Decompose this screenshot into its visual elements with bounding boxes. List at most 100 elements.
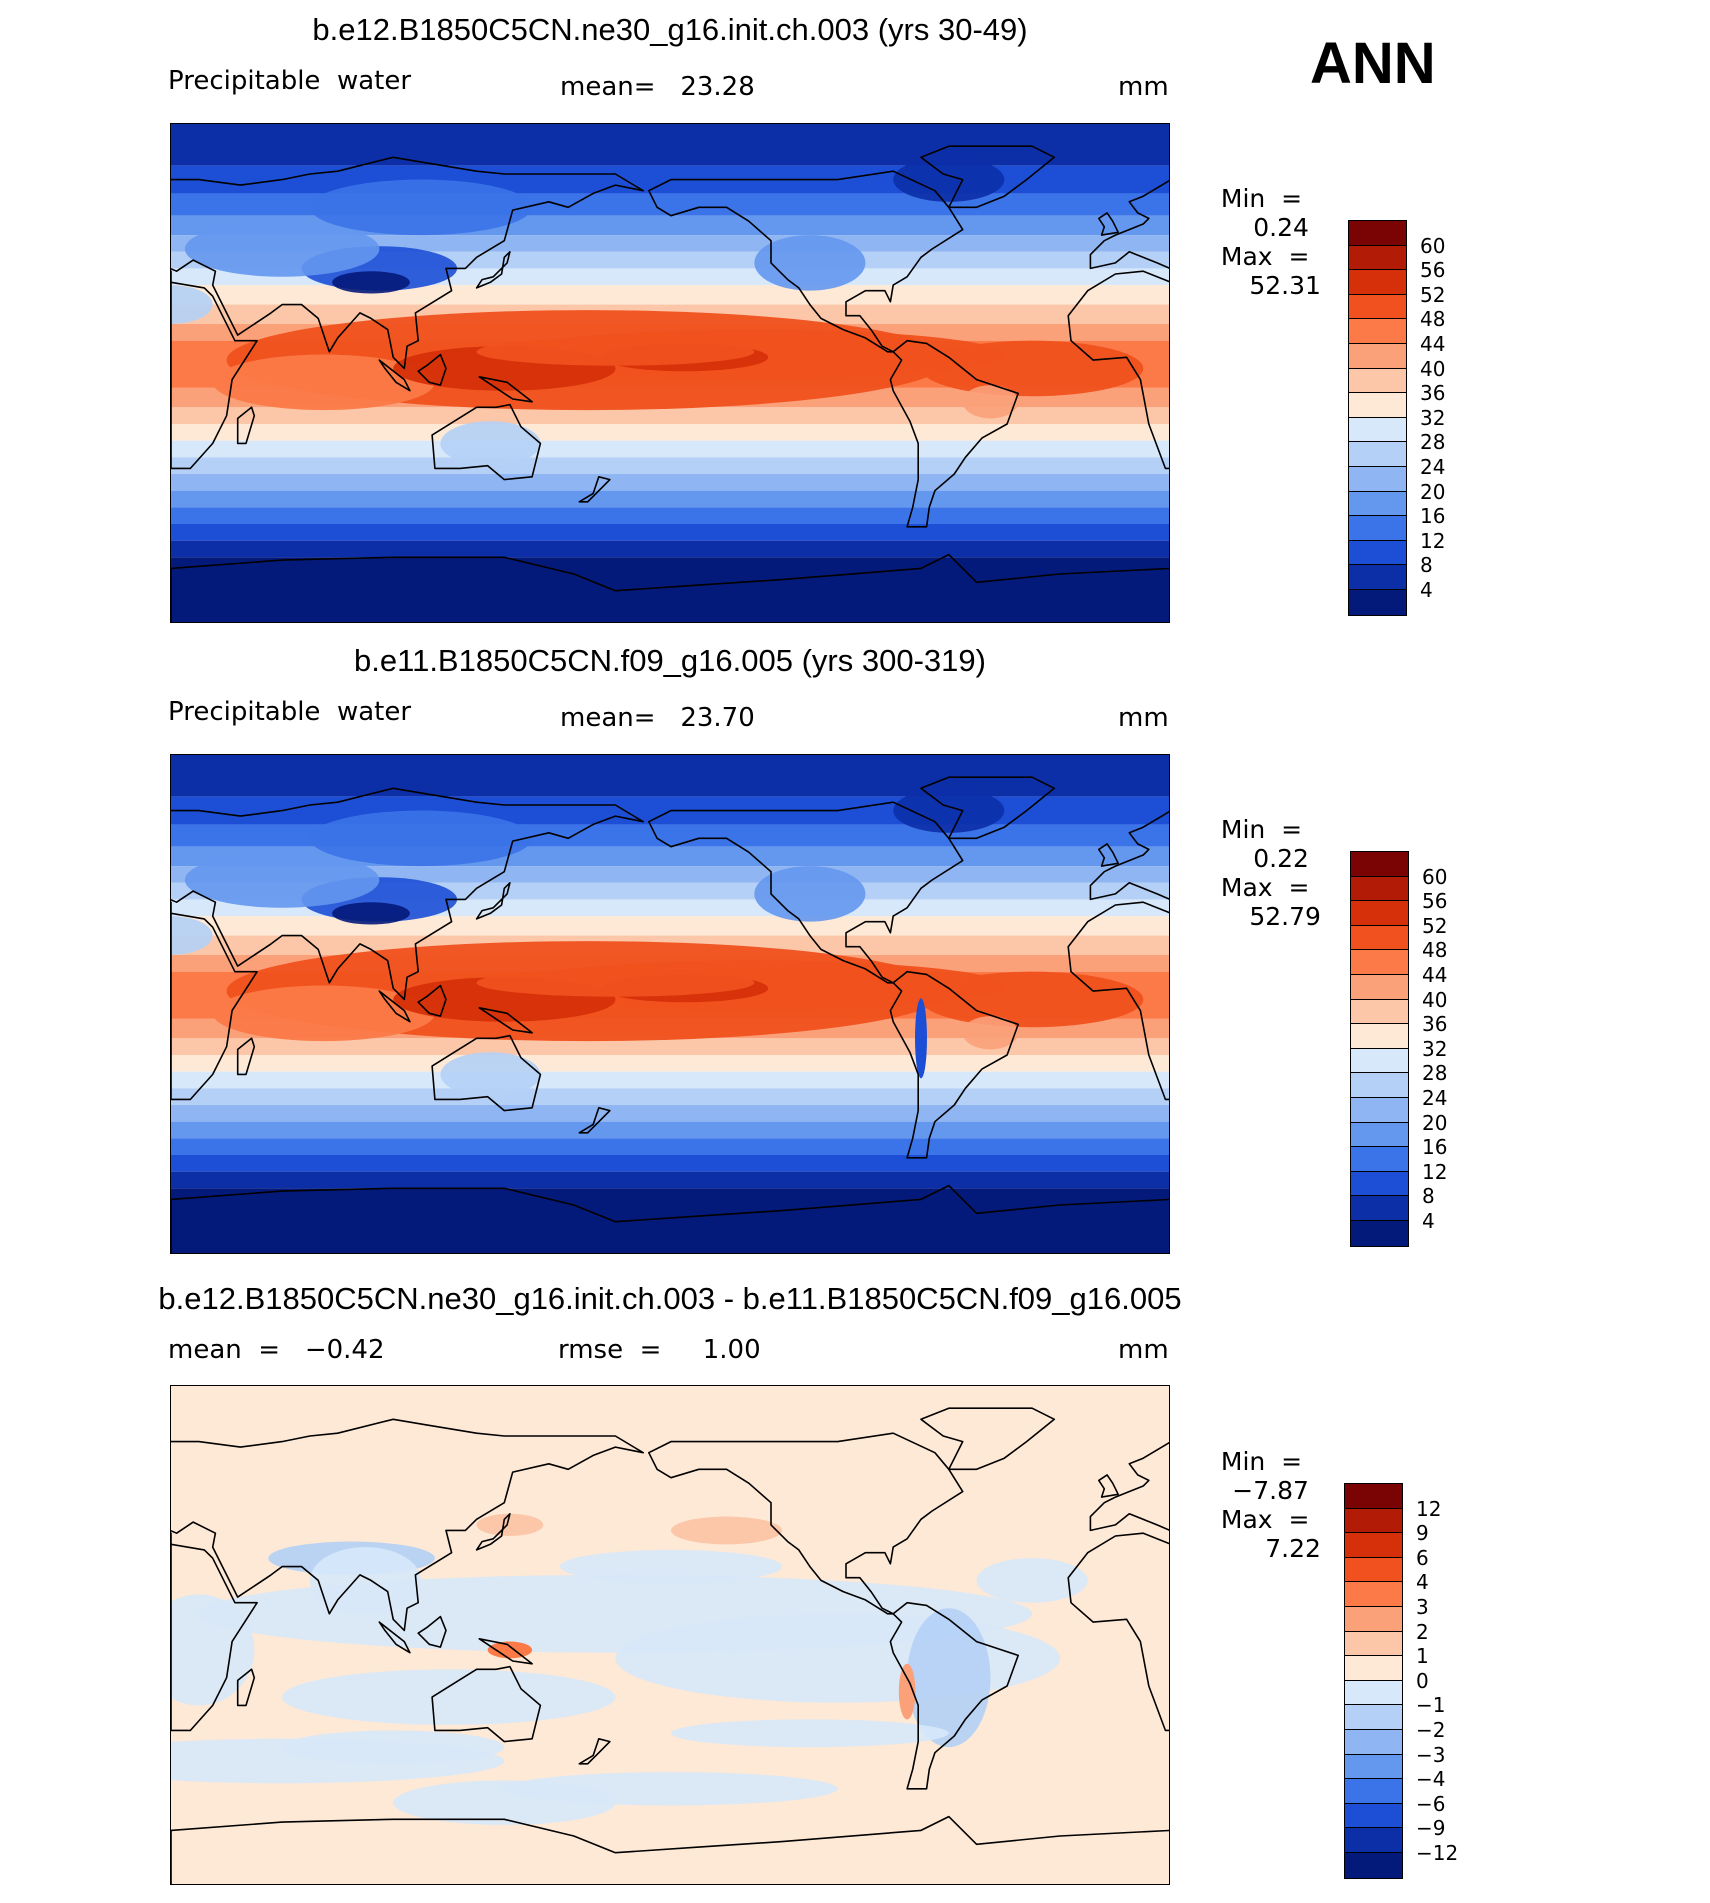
colorbar-tick-label: 28 [1420, 430, 1446, 455]
coastline-nz [578, 1107, 611, 1134]
coastline-australia [431, 1665, 542, 1743]
coastline-nz [578, 1738, 611, 1765]
coastline-newguinea [478, 376, 533, 403]
field-blob [487, 1641, 533, 1659]
coastline-antarctica [171, 1815, 1169, 1884]
colorbar-tick-label: 52 [1420, 282, 1446, 307]
colorbar-tick-label: 24 [1420, 455, 1446, 479]
colorbar-bottom-swatches [1344, 1483, 1403, 1879]
colorbar-tick-label: 20 [1422, 1110, 1448, 1135]
colorbar-swatch [1351, 1196, 1408, 1221]
variable-label-top: Precipitable water [168, 66, 412, 96]
coastline-samerica [889, 970, 1019, 1159]
colorbar-swatch [1345, 1631, 1402, 1657]
units-label-middle: mm [1118, 703, 1169, 733]
max-label: Max = [1220, 242, 1310, 271]
field-blob [921, 340, 1144, 397]
map-top [170, 123, 1170, 623]
field-blob [440, 421, 541, 466]
field-band [171, 285, 1169, 305]
coastline-japan [475, 882, 511, 920]
colorbar-swatch [1349, 393, 1406, 418]
field-band [171, 507, 1169, 524]
field-band [171, 1088, 1169, 1105]
colorbar-tick-label: 60 [1422, 864, 1448, 889]
colorbar-swatch [1351, 1024, 1408, 1049]
field-blob [898, 1663, 916, 1720]
colorbar-swatch [1345, 1754, 1402, 1780]
colorbar-swatch [1349, 540, 1406, 566]
colorbar-swatch [1345, 1729, 1402, 1755]
colorbar-swatch [1351, 1171, 1408, 1197]
coastline-eurasia [171, 1418, 644, 1632]
field-band [171, 124, 1169, 166]
colorbar-swatch [1345, 1828, 1402, 1853]
colorbar-tick-label: −2 [1416, 1718, 1446, 1742]
coastline-namerica [648, 801, 964, 984]
colorbar-tick-label: 9 [1416, 1521, 1429, 1546]
colorbar-swatch [1351, 852, 1408, 877]
field-blob [893, 157, 1005, 202]
colorbar-tick-label: 16 [1422, 1135, 1448, 1160]
field-band [171, 1155, 1169, 1172]
field-blob [476, 337, 755, 366]
field-band [171, 524, 1169, 541]
field-blob [309, 1547, 421, 1614]
field-blob [184, 852, 380, 908]
colorbar-tick-label: 44 [1420, 332, 1446, 356]
coastline-sumatra [378, 990, 411, 1023]
coastlines [171, 145, 1169, 622]
colorbar-swatch [1351, 925, 1408, 951]
coastlines [171, 1407, 1169, 1884]
field-blob [212, 354, 435, 411]
field-blob [976, 1558, 1088, 1603]
coastline-namerica [648, 170, 964, 353]
min-label: Min = [1220, 815, 1303, 844]
mean-label-top: mean= 23.28 [560, 72, 755, 102]
colorbar-tick-label: 3 [1416, 1595, 1429, 1619]
field-blob [671, 1516, 783, 1545]
field-blob [893, 788, 1005, 833]
coastline-greenland [920, 776, 1056, 840]
coastline-uk-wrap [1098, 843, 1119, 867]
field-blob [440, 1052, 541, 1097]
colorbar-tick-label: 48 [1422, 938, 1448, 963]
colorbar-swatch [1349, 343, 1406, 369]
field-band [171, 407, 1169, 424]
colorbar-swatch [1345, 1582, 1402, 1607]
field-blob [309, 179, 533, 236]
colorbar-swatch [1349, 245, 1406, 271]
season-label: ANN [1310, 31, 1436, 96]
field-blob [915, 998, 927, 1079]
coastline-greenland [920, 145, 1056, 209]
field-blob [754, 866, 866, 922]
field-band [171, 474, 1169, 491]
field-band [171, 440, 1169, 458]
colorbar-tick-label: 48 [1420, 307, 1446, 332]
field-band [171, 424, 1169, 441]
field-blob [671, 1719, 949, 1748]
colorbar-swatch [1351, 1220, 1408, 1246]
colorbar-tick-label: 1 [1416, 1644, 1429, 1669]
coastline-uk-wrap [1098, 212, 1119, 236]
field-blob [962, 385, 1019, 419]
max-value: 52.79 [1249, 902, 1321, 931]
colorbar-tick-label: 36 [1420, 381, 1446, 406]
field-blob [282, 1730, 505, 1764]
colorbar-swatch [1351, 1048, 1408, 1074]
coastline-sumatra [378, 1621, 411, 1654]
rmse-label-bottom: rmse = 1.00 [558, 1335, 761, 1365]
coastline-africa [171, 901, 258, 1101]
colorbar-swatch [1351, 1073, 1408, 1098]
field-blob [309, 810, 533, 867]
coastline-madagascar [236, 1668, 256, 1707]
field-band [171, 1138, 1169, 1155]
colorbar-tick-label: 32 [1422, 1036, 1448, 1061]
coastline-namerica [648, 1432, 964, 1615]
coastline-australia [431, 1034, 542, 1112]
colorbar-swatch [1349, 516, 1406, 541]
coastline-sumatra [378, 359, 411, 392]
colorbar-swatch [1351, 999, 1408, 1025]
field-band [171, 866, 1169, 883]
colorbar-swatch [1351, 1097, 1408, 1123]
